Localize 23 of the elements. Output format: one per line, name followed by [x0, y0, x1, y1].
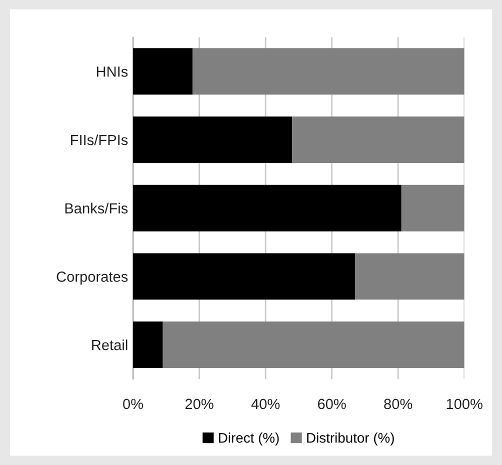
legend-label: Distributor (%): [307, 432, 394, 446]
x-tick-label: 60%: [318, 398, 346, 410]
y-tick-label: HNIs: [96, 66, 128, 77]
bar: [133, 48, 193, 95]
y-tick-label: Retail: [92, 340, 128, 350]
x-tick-label: 0%: [123, 398, 144, 410]
bar: [133, 184, 402, 232]
x-tick-label: 80%: [384, 398, 412, 410]
bar: [133, 322, 163, 368]
x-tick-label: 40%: [251, 398, 280, 410]
bar: [133, 253, 356, 300]
x-tick-label: 100%: [446, 398, 482, 410]
bar: [192, 48, 464, 95]
y-tick-label: FIIs/FPIs: [71, 134, 128, 146]
x-tick-label: 20%: [185, 398, 214, 410]
bar: [133, 116, 292, 163]
bar: [162, 322, 464, 368]
bar: [355, 253, 464, 300]
bar: [292, 116, 464, 163]
y-tick-label: Banks/Fis: [65, 202, 128, 214]
bar: [401, 184, 464, 232]
y-tick-label: Corporates: [56, 272, 128, 285]
legend-label: Direct (%): [219, 432, 279, 446]
